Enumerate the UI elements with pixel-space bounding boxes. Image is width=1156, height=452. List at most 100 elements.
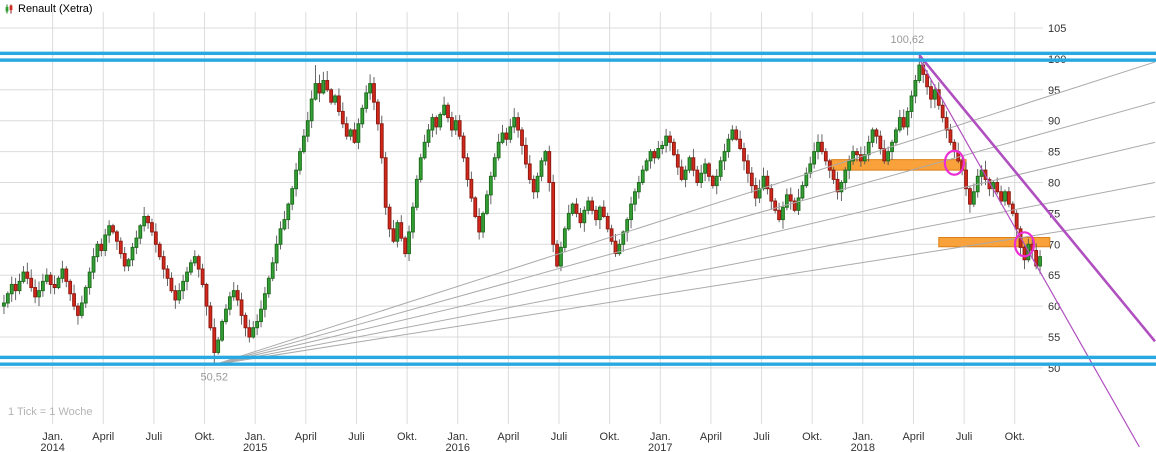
candle-body (675, 154, 680, 168)
low-price-label: 50,52 (201, 372, 229, 384)
candle-body (200, 268, 205, 285)
candle-body (948, 129, 953, 143)
svg-text:Jan.: Jan. (42, 431, 63, 443)
candle-body (734, 129, 739, 140)
candle-body (25, 271, 30, 279)
candle-body (488, 175, 493, 196)
candle-body (726, 138, 731, 153)
candle-body (29, 277, 34, 289)
svg-text:2015: 2015 (243, 442, 267, 452)
svg-text:April: April (295, 431, 317, 443)
candle-body (270, 262, 275, 279)
candle-body (138, 225, 143, 239)
candle-body (492, 157, 497, 177)
candle-body (79, 302, 84, 316)
candle-body (473, 197, 478, 217)
svg-text:Okt.: Okt. (1005, 431, 1025, 443)
candle-body (598, 206, 602, 221)
candle-body (913, 80, 918, 97)
candle-body (582, 209, 587, 224)
candle-body (742, 148, 746, 162)
candle-body (255, 321, 260, 329)
candle-body (247, 327, 252, 338)
candle-body (9, 283, 14, 295)
price-extreme-labels: 100,62 50,52 (201, 34, 925, 384)
chart-title: Renault (Xetra) (18, 3, 93, 15)
svg-text:April: April (92, 431, 114, 443)
candle-body (434, 117, 439, 128)
svg-text:105: 105 (1048, 23, 1066, 35)
candle-body (1006, 191, 1011, 205)
candle-body (150, 222, 154, 233)
candle-body (722, 151, 727, 162)
candle-body (407, 231, 411, 255)
candle-body (617, 243, 622, 255)
candle-body (157, 243, 162, 258)
candle-body (290, 188, 295, 205)
candle-body (64, 268, 69, 282)
candle-body (629, 203, 633, 221)
candle-body (115, 231, 119, 242)
candle-body (971, 191, 976, 205)
candle-body (317, 83, 322, 94)
candle-body (266, 277, 271, 295)
candle-body (968, 188, 972, 205)
candle-body (259, 308, 263, 323)
candle-body (925, 73, 929, 88)
candle-body (566, 212, 571, 230)
candle-body (784, 194, 789, 208)
candle-body (516, 117, 521, 131)
candle-body (446, 104, 450, 119)
horizontal-bands (0, 51, 1156, 366)
candle-body (165, 268, 170, 279)
grid-lines (0, 12, 1043, 424)
candle-body (298, 151, 302, 171)
svg-text:Jan.: Jan. (852, 431, 873, 443)
svg-text:Jan.: Jan. (650, 431, 671, 443)
candle-body (761, 175, 766, 190)
candle-body (855, 151, 859, 156)
instrument-candles-icon (5, 4, 13, 14)
svg-text:Juli: Juli (753, 431, 770, 443)
candle-body (403, 237, 408, 255)
svg-text:95: 95 (1048, 85, 1060, 97)
candle-body (231, 290, 236, 298)
candle-body (153, 231, 158, 245)
candle-body (356, 123, 361, 143)
candle-body (672, 141, 676, 156)
candle-body (243, 314, 248, 329)
candle-body (936, 89, 941, 106)
candle-body (95, 243, 100, 258)
candle-body (535, 175, 540, 193)
candle-body (683, 169, 688, 180)
svg-text:2014: 2014 (40, 442, 64, 452)
svg-text:75: 75 (1048, 208, 1060, 220)
candle-body (469, 178, 474, 199)
svg-text:Okt.: Okt. (194, 431, 214, 443)
candle-body (707, 163, 711, 177)
candle-body (559, 246, 563, 267)
candle-body (932, 89, 937, 100)
candle-body (804, 172, 809, 187)
svg-text:2016: 2016 (445, 442, 469, 452)
candle-body (858, 154, 863, 162)
candle-body (562, 228, 567, 248)
candle-body (177, 290, 182, 301)
candle-body (208, 305, 213, 329)
candle-body (660, 144, 665, 150)
svg-text:70: 70 (1048, 239, 1060, 251)
candle-body (894, 129, 898, 143)
candle-body (730, 129, 735, 140)
candle-body (656, 148, 661, 159)
candle-body (820, 141, 824, 153)
candle-body (636, 182, 641, 193)
candle-body (305, 120, 310, 137)
candle-body (808, 163, 813, 174)
candle-body (839, 182, 844, 193)
candle-body (578, 212, 583, 224)
candle-body (196, 256, 201, 270)
svg-text:April: April (497, 431, 519, 443)
candle-body (831, 169, 836, 180)
candle-body (788, 194, 793, 202)
